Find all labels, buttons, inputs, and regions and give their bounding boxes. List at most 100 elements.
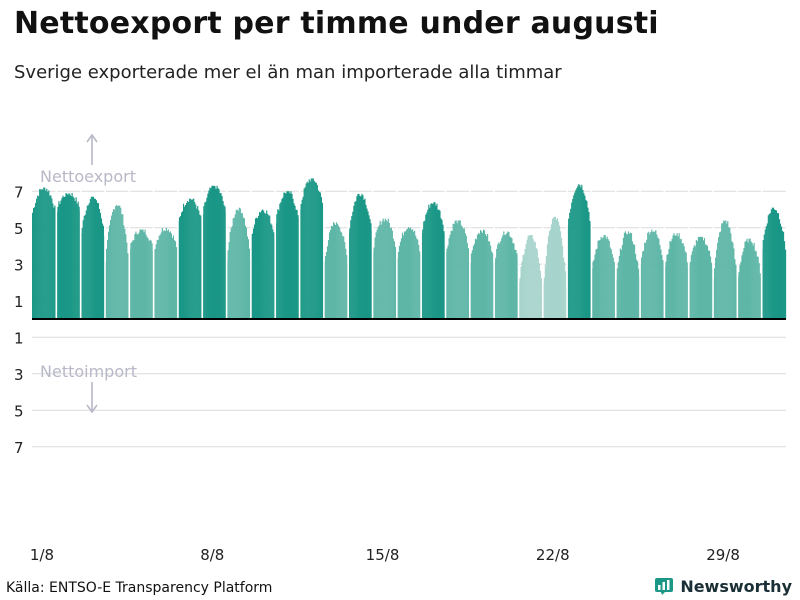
hour-bar [117,205,119,319]
hour-bar [403,231,406,319]
hour-bar [535,248,537,319]
hour-bar [595,249,597,319]
hour-bar [723,220,725,319]
hour-bar [550,224,553,319]
hour-bar [557,221,560,319]
hour-bar [533,241,535,319]
y-tick-label: 3 [14,256,24,274]
hour-bar [258,215,260,319]
hour-bar [273,232,275,319]
hour-bar [252,228,255,319]
hour-bar [57,206,59,319]
hour-bar [565,271,567,319]
hour-bar [118,205,120,319]
hour-bar [131,242,133,319]
hour-bar [522,255,524,319]
hour-bar [471,250,473,319]
hour-bar [108,231,110,319]
hour-bar [88,203,90,319]
day-separator [420,169,422,319]
hour-bar [132,240,134,319]
hour-bar [650,232,652,319]
hour-bar [321,202,323,319]
hour-bar [402,235,405,319]
hour-bar [647,232,649,319]
day-separator [493,169,495,319]
day-separator [225,169,228,319]
hour-bar [375,232,377,319]
hour-bar [553,216,556,319]
hour-bar [486,236,488,319]
x-tick-label: 8/8 [200,546,224,564]
hour-bar [329,229,332,319]
hour-bar [516,253,518,319]
hour-bar [341,232,343,319]
hour-bar [216,185,218,319]
hour-bar [228,242,230,319]
hour-bar [433,202,435,319]
hour-bar [365,204,367,319]
hour-bar [384,218,386,320]
day-separator [201,169,204,319]
hour-bar [280,202,282,319]
hour-bar [537,257,539,319]
hour-bar [183,203,185,319]
hour-bar [374,237,376,319]
hour-bar [207,193,209,319]
hour-bar [772,207,774,319]
hour-bar [706,245,709,319]
hour-bar [349,228,351,319]
hour-bar [127,253,129,319]
hour-bar [784,249,787,319]
hour-bar [170,233,172,319]
hour-bar [246,236,249,319]
hour-bar [555,219,558,319]
hour-bar [268,215,270,319]
hour-bar [437,209,439,319]
hour-bar [36,198,38,319]
hour-bar [406,228,409,319]
hour-bar [631,241,634,319]
hour-bar [172,235,175,319]
hour-bar [733,248,735,319]
hour-bar [579,185,581,319]
hour-bar [746,238,748,319]
hour-bar [655,230,657,319]
hour-bar [222,201,224,319]
hour-bar [134,233,136,319]
hour-bar [759,273,761,319]
hour-bar [72,196,74,319]
hour-bar [729,227,731,319]
hour-bar [110,219,112,319]
hour-bar [58,201,60,319]
hour-bar [292,198,294,319]
hour-bar [576,188,578,319]
hour-bar [164,230,166,319]
hour-bar [698,236,700,320]
hour-bar [85,210,87,319]
hour-bar [768,213,770,319]
hour-bar [458,220,460,319]
hour-bar [669,240,671,319]
hour-bar [645,242,647,319]
hour-bar [42,189,44,319]
hour-bar [43,187,45,319]
hour-bar [297,215,299,319]
hour-bar [580,187,582,319]
hour-bar [625,233,628,319]
hour-bar [487,233,489,319]
day-separator [566,169,568,319]
hour-bar [749,238,751,319]
hour-bar [564,262,566,319]
hour-bar [505,234,507,319]
hour-bar [410,227,412,319]
hour-bar [41,189,43,319]
hour-bar [161,228,163,319]
hour-bar [407,227,410,319]
hour-bar [427,209,429,319]
hour-bar [531,235,533,319]
hour-bar [208,190,210,319]
hour-bar [496,248,498,319]
hour-bar [654,231,656,319]
hour-bar [229,232,231,319]
